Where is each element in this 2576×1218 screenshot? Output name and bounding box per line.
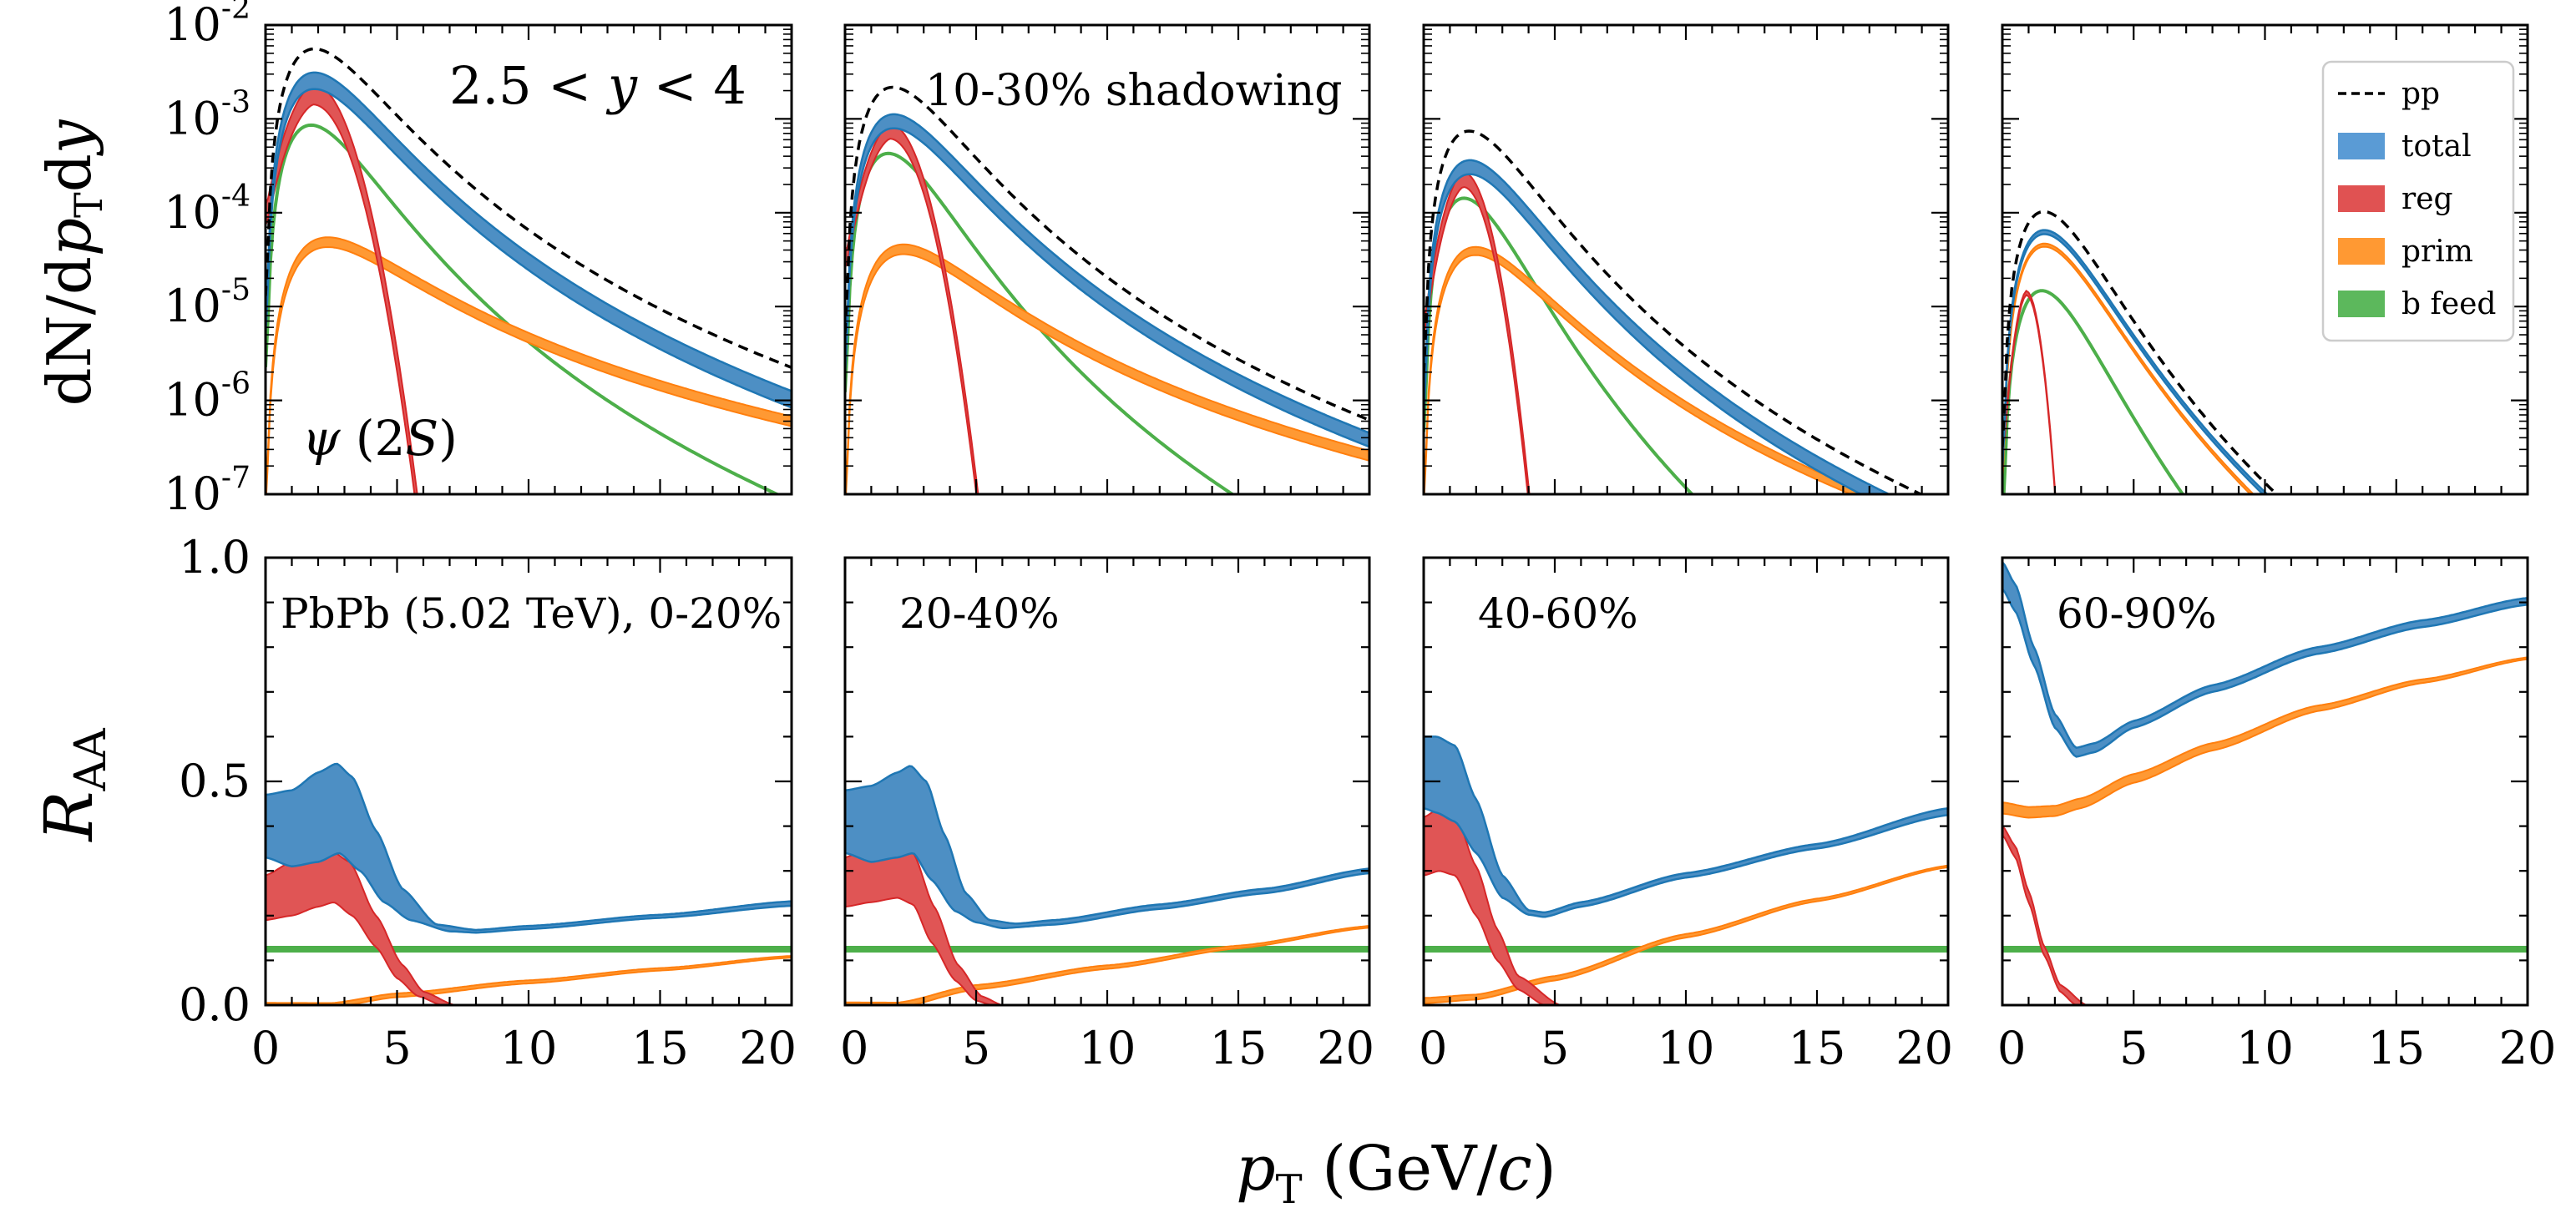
reg-band — [1424, 171, 1531, 494]
y-tick-label-top: 10-7 — [164, 461, 251, 520]
legend-label: total — [2401, 129, 2472, 164]
pp-line — [845, 85, 1369, 422]
reg-band — [845, 123, 979, 494]
total-raa-band — [2002, 560, 2528, 758]
top-panel-4 — [2001, 23, 2529, 496]
total-raa-band — [1424, 735, 1948, 918]
pp-line — [266, 47, 792, 369]
x-tick-label: 10 — [1657, 1022, 1715, 1074]
top-panel-3 — [1422, 23, 1950, 496]
legend-box — [2321, 60, 2515, 342]
x-tick-label: 5 — [1541, 1022, 1569, 1074]
legend-swatch — [2338, 133, 2385, 159]
reg-raa-band — [266, 850, 456, 1005]
y-tick-label-top: 10-3 — [164, 85, 251, 144]
x-axis-label: pT (GeV/c) — [1236, 1133, 1556, 1213]
rapidity-annotation: 2.5 < y < 4 — [449, 55, 746, 116]
prim-raa-band — [2002, 656, 2528, 819]
bottom-panel-4: 60-90% 0 5 10 15 20 — [1997, 556, 2557, 1074]
x-tick-label: 15 — [1210, 1022, 1268, 1074]
bottom-panel-2: 20-40% 0 5 10 15 20 — [840, 556, 1374, 1074]
total-band — [266, 71, 792, 409]
legend-label: b feed — [2401, 287, 2496, 321]
y-axis-label-bottom: RAA — [30, 727, 116, 843]
pp-line — [1424, 129, 1925, 494]
x-tick-label: 10 — [500, 1022, 558, 1074]
y-tick-label-top: 10-2 — [164, 0, 251, 51]
shadowing-annotation: 10-30% shadowing — [925, 66, 1343, 116]
legend-label: reg — [2401, 182, 2453, 216]
x-tick-label: 15 — [631, 1022, 689, 1074]
legend: pp total reg prim b feed — [2321, 60, 2515, 342]
centrality-label: 40-60% — [1478, 589, 1638, 638]
y-tick-label-top: 10-5 — [164, 273, 251, 332]
y-tick-label-bottom: 0.0 — [179, 978, 251, 1031]
top-panel-data — [266, 47, 792, 494]
x-tick-label: 0 — [1419, 1022, 1447, 1074]
x-tick-label: 5 — [382, 1022, 411, 1074]
b-feed-line — [845, 151, 1236, 494]
x-tick-label: 20 — [2499, 1022, 2557, 1074]
y-axis-label-top: dN/dpTdy — [34, 119, 111, 406]
y-tick-label-bottom: 1.0 — [179, 531, 251, 584]
total-raa-band — [266, 762, 792, 934]
centrality-label: 20-40% — [899, 589, 1060, 638]
reg-raa-band — [2002, 825, 2088, 1005]
centrality-label: 60-90% — [2057, 589, 2217, 638]
prim-band — [845, 243, 1369, 494]
x-tick-label: 20 — [1895, 1022, 1953, 1074]
b-feed-line — [2002, 289, 2185, 494]
bottom-panel-data — [266, 762, 792, 1005]
x-tick-label: 5 — [2119, 1022, 2148, 1074]
x-tick-label: 0 — [840, 1022, 868, 1074]
x-tick-label: 5 — [962, 1022, 990, 1074]
bottom-panel-data — [845, 765, 1369, 1005]
legend-label: prim — [2401, 235, 2473, 269]
bottom-panel-1: PbPb (5.02 TeV), 0-20% 0 5 10 15 20 — [251, 556, 797, 1074]
centrality-label: PbPb (5.02 TeV), 0-20% — [281, 589, 782, 638]
reg-raa-band — [1424, 807, 1561, 1005]
psi2s-annotation: ψ (2S) — [302, 410, 458, 467]
x-tick-label: 10 — [2236, 1022, 2294, 1074]
bottom-panel-3: 40-60% 0 5 10 15 20 — [1419, 556, 1953, 1074]
x-tick-label: 15 — [1789, 1022, 1846, 1074]
top-panel-data — [2002, 210, 2279, 494]
y-tick-label-top: 10-4 — [164, 179, 251, 239]
prim-band — [266, 236, 792, 494]
legend-label: pp — [2401, 77, 2440, 111]
legend-swatch — [2338, 238, 2385, 265]
prim-raa-band — [266, 954, 792, 1005]
prim-band — [2002, 242, 2255, 494]
prim-raa-band — [1424, 864, 1948, 1004]
bottom-panel-data — [1424, 735, 1948, 1005]
top-panel-1: 2.5 < y < 4 ψ (2S) — [264, 23, 793, 496]
legend-swatch — [2338, 291, 2385, 317]
x-tick-label: 20 — [1317, 1022, 1374, 1074]
x-tick-label: 20 — [739, 1022, 797, 1074]
x-tick-label: 10 — [1079, 1022, 1136, 1074]
prim-band — [1424, 245, 1874, 494]
x-tick-label: 0 — [251, 1022, 280, 1074]
prim-raa-band — [845, 925, 1369, 1005]
top-panel-2: 10-30% shadowing — [843, 23, 1371, 496]
y-tick-label-bottom: 0.5 — [179, 755, 251, 807]
x-tick-label: 15 — [2367, 1022, 2425, 1074]
total-band — [845, 113, 1369, 448]
total-raa-band — [845, 765, 1369, 930]
y-tick-label-top: 10-6 — [164, 367, 251, 427]
total-band — [2002, 229, 2269, 494]
x-tick-label: 0 — [1997, 1022, 2026, 1074]
total-band — [1424, 159, 1891, 494]
top-panel-data — [845, 85, 1369, 494]
legend-swatch — [2338, 185, 2385, 212]
